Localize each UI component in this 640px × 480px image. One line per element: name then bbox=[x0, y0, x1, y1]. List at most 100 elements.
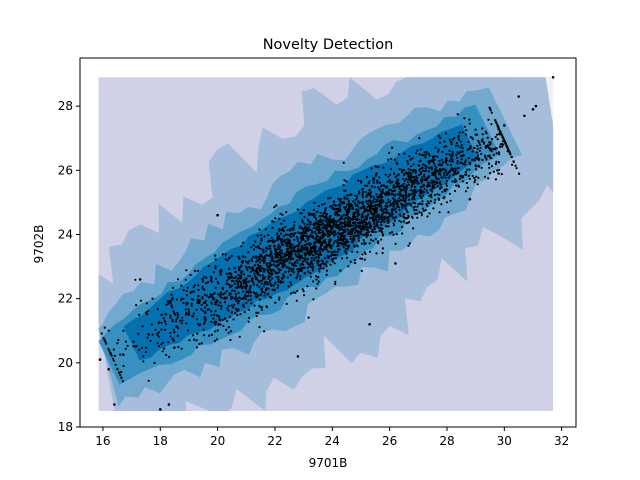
data-point bbox=[448, 192, 451, 195]
chart-title: Novelty Detection bbox=[263, 37, 394, 53]
data-point bbox=[122, 353, 125, 357]
data-point bbox=[450, 157, 453, 161]
data-point bbox=[239, 266, 242, 269]
data-point bbox=[357, 225, 361, 228]
data-point bbox=[389, 200, 392, 203]
data-point bbox=[221, 253, 224, 256]
data-point bbox=[306, 285, 309, 288]
data-point bbox=[353, 211, 356, 214]
data-point bbox=[349, 203, 353, 206]
data-point bbox=[315, 287, 318, 290]
data-point bbox=[250, 302, 253, 305]
outlier-point bbox=[138, 278, 142, 281]
data-point bbox=[250, 277, 253, 280]
data-point bbox=[381, 215, 384, 218]
data-point bbox=[416, 205, 419, 208]
data-point bbox=[418, 137, 421, 140]
data-point bbox=[400, 170, 403, 174]
data-point bbox=[332, 224, 335, 227]
data-point bbox=[318, 226, 321, 229]
data-point bbox=[487, 177, 490, 180]
data-point bbox=[474, 128, 477, 131]
data-point bbox=[296, 238, 299, 241]
data-point bbox=[467, 140, 470, 144]
data-point bbox=[170, 293, 173, 296]
data-point bbox=[285, 251, 288, 254]
data-point bbox=[270, 257, 273, 260]
data-point bbox=[458, 131, 461, 134]
data-point bbox=[296, 250, 299, 253]
data-point bbox=[169, 314, 172, 317]
data-point bbox=[393, 189, 396, 192]
data-point bbox=[415, 175, 418, 178]
data-point bbox=[295, 245, 298, 248]
data-point bbox=[308, 244, 311, 247]
data-point bbox=[447, 211, 450, 214]
data-point bbox=[263, 330, 266, 333]
data-point bbox=[301, 260, 304, 263]
data-point bbox=[239, 313, 242, 316]
data-point bbox=[314, 221, 317, 224]
data-point bbox=[172, 286, 175, 289]
data-point bbox=[274, 301, 277, 304]
data-point bbox=[397, 153, 400, 156]
data-point bbox=[323, 245, 326, 248]
data-point bbox=[244, 286, 248, 289]
data-point bbox=[185, 311, 188, 314]
data-point bbox=[296, 273, 299, 276]
data-point bbox=[398, 168, 401, 171]
data-point bbox=[477, 139, 480, 142]
data-point bbox=[269, 264, 272, 267]
data-point bbox=[237, 266, 240, 269]
data-point bbox=[223, 292, 226, 295]
data-point bbox=[448, 159, 451, 163]
data-point bbox=[176, 313, 180, 316]
data-point bbox=[507, 147, 510, 151]
data-point bbox=[203, 288, 206, 291]
data-point bbox=[424, 209, 427, 212]
data-point bbox=[457, 152, 460, 155]
data-point bbox=[381, 219, 384, 222]
data-point bbox=[314, 232, 317, 235]
data-point bbox=[436, 155, 439, 158]
data-point bbox=[375, 209, 378, 212]
data-point bbox=[373, 186, 376, 189]
data-point bbox=[303, 244, 306, 247]
data-point bbox=[177, 326, 180, 330]
data-point bbox=[403, 174, 406, 177]
data-point bbox=[353, 221, 356, 225]
data-point bbox=[301, 219, 304, 222]
data-point bbox=[345, 224, 348, 227]
data-point bbox=[413, 194, 416, 197]
data-point bbox=[360, 218, 363, 221]
data-point bbox=[393, 219, 396, 222]
data-point bbox=[344, 247, 348, 250]
x-axis-ticks: 16 18 20 22 24 26 28 30 32 bbox=[95, 427, 569, 448]
data-point bbox=[288, 242, 291, 245]
data-point bbox=[325, 245, 328, 248]
data-point bbox=[312, 226, 315, 229]
data-point bbox=[352, 215, 355, 218]
data-point bbox=[323, 225, 326, 228]
data-point bbox=[425, 189, 428, 192]
data-point bbox=[461, 175, 464, 178]
data-point bbox=[309, 251, 312, 254]
outlier-point bbox=[497, 172, 500, 175]
data-point bbox=[313, 249, 316, 252]
data-point bbox=[288, 261, 291, 264]
data-point bbox=[212, 271, 215, 274]
data-point bbox=[302, 266, 306, 269]
data-point bbox=[496, 133, 499, 136]
data-point bbox=[242, 290, 245, 293]
data-point bbox=[420, 185, 423, 188]
data-point bbox=[281, 266, 284, 269]
data-point bbox=[445, 180, 449, 183]
data-point bbox=[416, 177, 419, 180]
data-point bbox=[471, 174, 474, 178]
data-point bbox=[389, 167, 393, 171]
data-point bbox=[363, 184, 367, 187]
data-point bbox=[230, 275, 233, 278]
data-point bbox=[318, 268, 321, 271]
data-point bbox=[284, 270, 287, 273]
data-point bbox=[392, 186, 395, 189]
